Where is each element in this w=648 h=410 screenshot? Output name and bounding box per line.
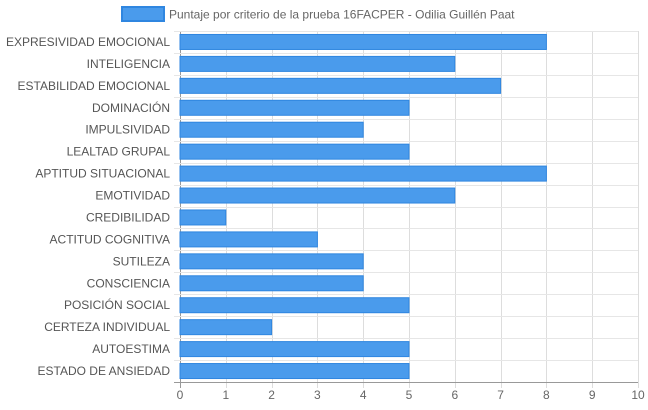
legend[interactable]: Puntaje por criterio de la prueba 16FACP… xyxy=(121,6,515,22)
x-tick-label: 7 xyxy=(497,388,504,402)
bar[interactable] xyxy=(179,253,364,270)
category-label: SUTILEZA xyxy=(113,254,170,268)
bar[interactable] xyxy=(179,121,364,138)
category-label: POSICIÓN SOCIAL xyxy=(64,297,170,312)
x-tick-label: 9 xyxy=(589,388,596,402)
bar[interactable] xyxy=(179,99,410,116)
category-label: CERTEZA INDIVIDUAL xyxy=(44,320,170,334)
bar[interactable] xyxy=(179,55,456,72)
bar[interactable] xyxy=(179,319,273,336)
category-label: INTELIGENCIA xyxy=(87,57,170,71)
category-label: LEALTAD GRUPAL xyxy=(67,145,171,159)
category-label: ACTITUD COGNITIVA xyxy=(50,232,170,246)
bar[interactable] xyxy=(179,363,410,380)
bar[interactable] xyxy=(179,231,318,248)
x-tick-label: 6 xyxy=(451,388,458,402)
bar[interactable] xyxy=(179,209,227,226)
bar[interactable] xyxy=(179,341,410,358)
category-label: IMPULSIVIDAD xyxy=(85,123,170,137)
bar[interactable] xyxy=(179,297,410,314)
category-labels: EXPRESIVIDAD EMOCIONAL INTELIGENCIA ESTABI… xyxy=(6,35,170,378)
legend-swatch xyxy=(121,6,165,22)
bar[interactable] xyxy=(179,165,547,182)
x-axis-ticks: 0 1 2 3 4 5 6 7 8 9 10 xyxy=(177,388,645,402)
x-tick-label: 8 xyxy=(543,388,550,402)
x-tick-label: 10 xyxy=(631,388,645,402)
x-tick-label: 4 xyxy=(360,388,367,402)
x-tick-label: 3 xyxy=(314,388,321,402)
x-tick-label: 2 xyxy=(268,388,275,402)
category-label: AUTOESTIMA xyxy=(92,342,170,356)
bar[interactable] xyxy=(179,143,410,160)
bars xyxy=(179,33,547,380)
category-label: EMOTIVIDAD xyxy=(95,189,170,203)
bar[interactable] xyxy=(179,77,502,94)
x-tick-label: 1 xyxy=(222,388,229,402)
category-label: APTITUD SITUACIONAL xyxy=(35,167,170,181)
x-tick-label: 5 xyxy=(406,388,413,402)
category-label: CREDIBILIDAD xyxy=(86,210,170,224)
bar[interactable] xyxy=(179,275,364,292)
legend-label: Puntaje por criterio de la prueba 16FACP… xyxy=(169,8,515,22)
category-label: EXPRESIVIDAD EMOCIONAL xyxy=(6,35,170,49)
bar[interactable] xyxy=(179,187,456,204)
x-tick-label: 0 xyxy=(177,388,184,402)
category-label: ESTADO DE ANSIEDAD xyxy=(38,364,171,378)
category-label: ESTABILIDAD EMOCIONAL xyxy=(18,79,171,93)
bar[interactable] xyxy=(179,33,547,50)
category-label: CONSCIENCIA xyxy=(87,276,170,290)
category-label: DOMINACIÓN xyxy=(92,100,170,115)
